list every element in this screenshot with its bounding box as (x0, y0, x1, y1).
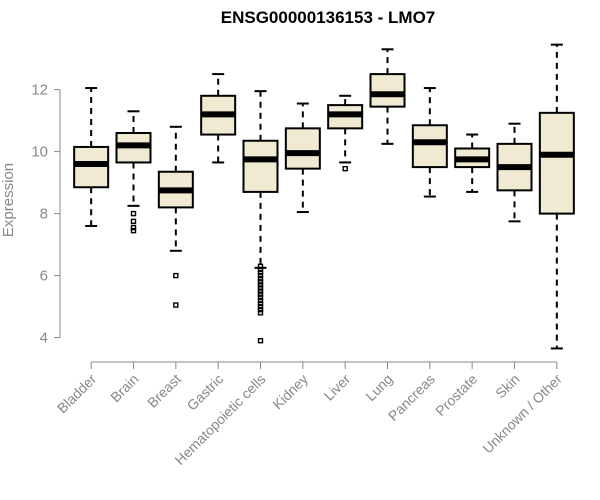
y-tick-label: 6 (40, 268, 48, 285)
outlier-point (257, 300, 264, 307)
outlier-point (257, 294, 264, 300)
outlier-point (257, 276, 264, 282)
outlier-point (257, 297, 264, 304)
x-tick-label: Pancreas (385, 371, 438, 424)
y-tick-label: 10 (31, 144, 48, 161)
outlier-point (257, 338, 264, 344)
outlier-point (257, 266, 264, 273)
iqr-box (538, 111, 575, 215)
y-tick-label: 8 (40, 206, 48, 223)
box-series (73, 43, 575, 350)
x-tick-label: Brain (107, 371, 141, 405)
y-tick-label: 4 (40, 330, 48, 347)
x-tick-label: Liver (321, 371, 354, 404)
outlier-point (257, 291, 264, 297)
outlier-point (342, 165, 348, 172)
y-axis-label: Expression (0, 163, 17, 237)
x-tick-label: Skin (492, 371, 523, 402)
outlier-point (257, 263, 264, 269)
iqr-box (369, 73, 406, 108)
box-group (73, 87, 110, 227)
outlier-point (130, 218, 137, 225)
outlier-point (257, 269, 264, 276)
box-group (115, 110, 152, 234)
outlier-point (257, 310, 264, 316)
box-group (369, 48, 406, 145)
box-group (242, 90, 279, 344)
outlier-point (257, 272, 264, 279)
y-axis: 4 6 8 10 12 (31, 82, 61, 347)
iqr-box (411, 124, 448, 169)
box-group (157, 125, 194, 308)
box-group (538, 43, 575, 350)
outlier-point (257, 307, 264, 313)
outlier-point (130, 227, 137, 234)
box-group (284, 102, 321, 214)
box-group (454, 133, 491, 193)
outlier-point (257, 303, 264, 310)
box-group (411, 87, 448, 198)
iqr-box (284, 127, 321, 170)
box-group (200, 73, 237, 164)
x-tick-label: Unknown / Other (479, 371, 565, 457)
x-tick-label: Breast (144, 371, 184, 411)
x-tick-label: Prostate (432, 371, 480, 419)
x-tick-label: Bladder (54, 371, 100, 417)
x-tick-label: Kidney (269, 371, 311, 413)
outlier-point (257, 288, 264, 294)
outlier-point (257, 279, 264, 285)
iqr-box (242, 139, 279, 193)
outlier-point (173, 302, 179, 308)
outlier-point (130, 210, 137, 217)
chart-title: ENSG00000136153 - LMO7 (221, 8, 436, 27)
outlier-point (257, 285, 264, 291)
outlier-point (257, 282, 264, 288)
outlier-point (173, 272, 179, 279)
y-tick-label: 12 (31, 82, 48, 99)
box-group (496, 122, 533, 223)
iqr-box (73, 145, 110, 189)
outlier-point (130, 224, 137, 231)
x-tick-label: Lung (362, 371, 395, 404)
box-group (327, 94, 364, 172)
